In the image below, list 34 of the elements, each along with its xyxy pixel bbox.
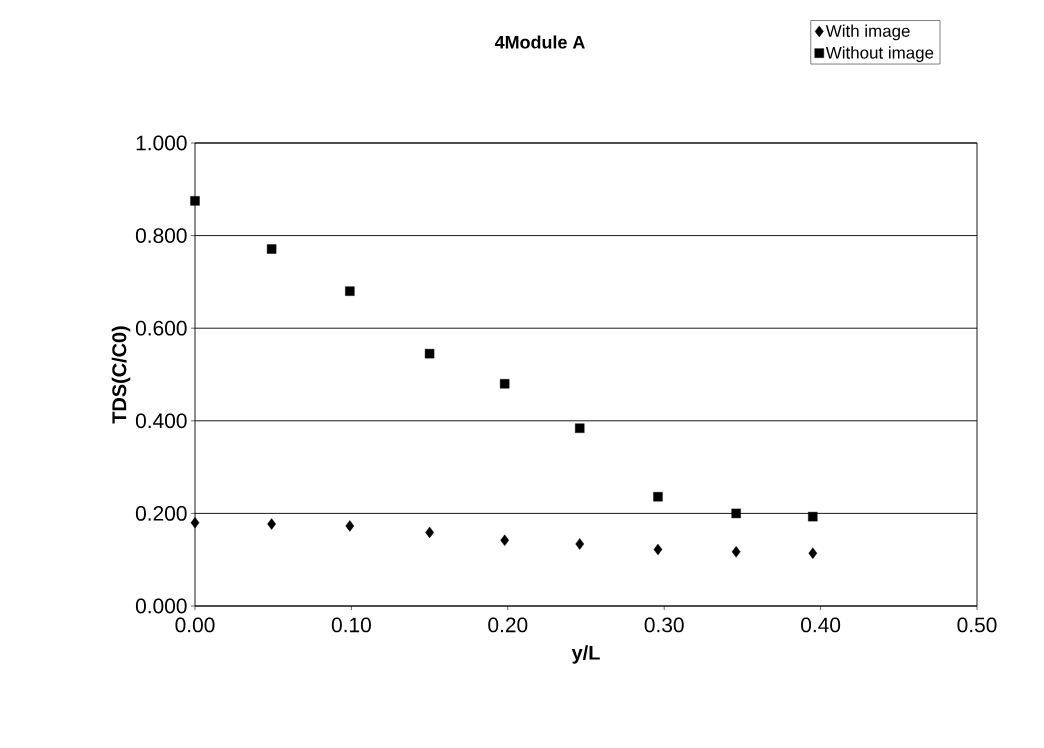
point (267, 518, 276, 530)
point (808, 547, 818, 559)
point (190, 516, 200, 529)
x-tick-label: 0.50 (957, 617, 997, 633)
point (731, 508, 741, 519)
point (575, 538, 585, 550)
point (653, 492, 663, 502)
y-axis-title: TDS(C/C0) (111, 326, 131, 424)
point (731, 546, 741, 558)
x-tick-label: 0.20 (488, 617, 528, 633)
y-tick-label: 0.800 (135, 228, 187, 243)
y-tick-label: 0.400 (135, 413, 187, 429)
y-tick-label: 1.000 (136, 135, 187, 151)
x-tick-label: 0.40 (801, 617, 841, 633)
x-tick-label: 0.00 (175, 617, 215, 633)
x-axis-title: y/L (571, 645, 600, 664)
x-tick-label: 0.10 (331, 617, 371, 633)
point (653, 543, 663, 556)
point (345, 286, 355, 296)
point (345, 520, 355, 532)
point (424, 348, 435, 359)
y-tick-label: 0.600 (135, 320, 187, 336)
point (190, 196, 200, 206)
point (500, 534, 509, 546)
point (575, 423, 585, 433)
y-tick-label: 0.200 (135, 505, 187, 521)
point (499, 379, 510, 389)
y-tick-label: 0.000 (135, 598, 187, 614)
legend-label: Without image (825, 46, 934, 63)
chart-title: 4Module A (494, 35, 585, 49)
legend-label: With image (825, 24, 910, 41)
point (808, 511, 818, 522)
x-tick-label: 0.30 (644, 617, 684, 633)
point (266, 244, 277, 254)
